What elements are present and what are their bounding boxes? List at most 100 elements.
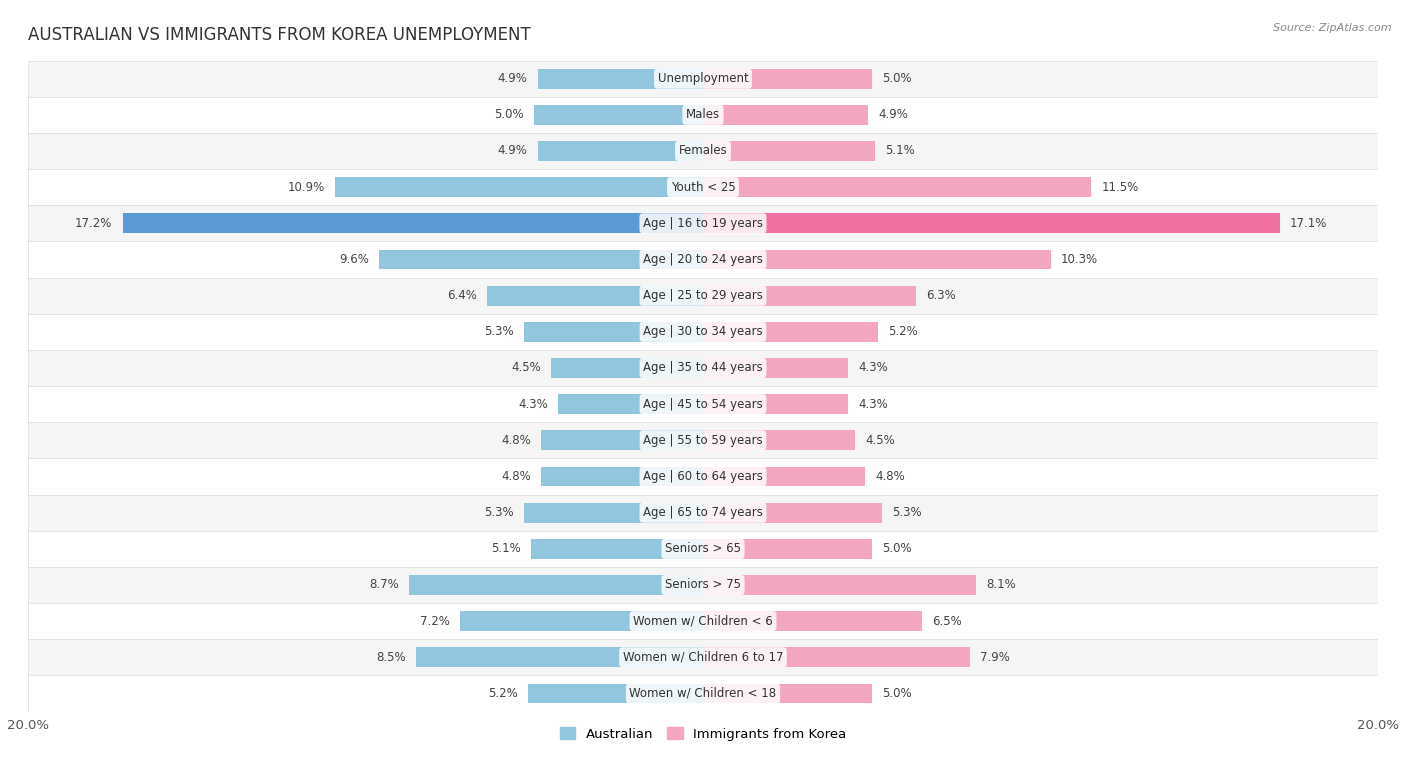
Bar [703, 322, 879, 341]
Text: 17.1%: 17.1% [1291, 217, 1327, 230]
Bar [335, 177, 703, 197]
Bar [703, 358, 848, 378]
Text: 5.0%: 5.0% [882, 687, 911, 700]
Bar [28, 205, 1378, 241]
Text: Unemployment: Unemployment [658, 72, 748, 85]
Bar [28, 639, 1378, 675]
Text: 4.5%: 4.5% [512, 362, 541, 375]
Text: 4.9%: 4.9% [879, 108, 908, 121]
Text: 4.5%: 4.5% [865, 434, 894, 447]
Text: Women w/ Children < 6: Women w/ Children < 6 [633, 615, 773, 628]
Text: Age | 30 to 34 years: Age | 30 to 34 years [643, 326, 763, 338]
Bar [703, 431, 855, 450]
Bar [28, 459, 1378, 494]
Text: Age | 45 to 54 years: Age | 45 to 54 years [643, 397, 763, 410]
Text: 11.5%: 11.5% [1101, 181, 1139, 194]
Text: Source: ZipAtlas.com: Source: ZipAtlas.com [1274, 23, 1392, 33]
Text: Youth < 25: Youth < 25 [671, 181, 735, 194]
Bar [524, 322, 703, 341]
Text: 7.2%: 7.2% [420, 615, 450, 628]
Text: 6.3%: 6.3% [925, 289, 956, 302]
Bar [28, 313, 1378, 350]
Bar [551, 358, 703, 378]
Bar [703, 213, 1279, 233]
Bar [703, 466, 865, 487]
Legend: Australian, Immigrants from Korea: Australian, Immigrants from Korea [560, 727, 846, 741]
Text: 5.0%: 5.0% [882, 542, 911, 556]
Bar [416, 647, 703, 667]
Bar [28, 386, 1378, 422]
Bar [703, 177, 1091, 197]
Bar [703, 575, 976, 595]
Bar [541, 466, 703, 487]
Text: 8.5%: 8.5% [377, 651, 406, 664]
Bar [524, 503, 703, 522]
Bar [537, 141, 703, 161]
Bar [28, 61, 1378, 97]
Text: 4.3%: 4.3% [517, 397, 548, 410]
Bar [380, 250, 703, 269]
Text: 17.2%: 17.2% [75, 217, 112, 230]
Bar [28, 603, 1378, 639]
Text: 10.3%: 10.3% [1060, 253, 1098, 266]
Text: 5.3%: 5.3% [485, 506, 515, 519]
Bar [28, 422, 1378, 459]
Text: 5.1%: 5.1% [491, 542, 520, 556]
Text: 5.2%: 5.2% [488, 687, 517, 700]
Text: Females: Females [679, 145, 727, 157]
Bar [703, 503, 882, 522]
Bar [703, 285, 915, 306]
Text: 4.9%: 4.9% [498, 145, 527, 157]
Text: 8.7%: 8.7% [370, 578, 399, 591]
Text: AUSTRALIAN VS IMMIGRANTS FROM KOREA UNEMPLOYMENT: AUSTRALIAN VS IMMIGRANTS FROM KOREA UNEM… [28, 26, 531, 44]
Text: 9.6%: 9.6% [339, 253, 368, 266]
Text: 5.0%: 5.0% [882, 72, 911, 85]
Bar [703, 611, 922, 631]
Bar [28, 675, 1378, 712]
Text: Age | 35 to 44 years: Age | 35 to 44 years [643, 362, 763, 375]
Text: 4.3%: 4.3% [858, 397, 889, 410]
Text: 6.5%: 6.5% [932, 615, 962, 628]
Bar [409, 575, 703, 595]
Text: Women w/ Children < 18: Women w/ Children < 18 [630, 687, 776, 700]
Text: Age | 20 to 24 years: Age | 20 to 24 years [643, 253, 763, 266]
Text: 4.8%: 4.8% [501, 470, 531, 483]
Text: 5.1%: 5.1% [886, 145, 915, 157]
Bar [28, 531, 1378, 567]
Text: 10.9%: 10.9% [288, 181, 325, 194]
Bar [558, 394, 703, 414]
Text: 5.3%: 5.3% [891, 506, 921, 519]
Text: 5.2%: 5.2% [889, 326, 918, 338]
Bar [703, 684, 872, 703]
Bar [460, 611, 703, 631]
Bar [28, 350, 1378, 386]
Bar [28, 278, 1378, 313]
Bar [28, 169, 1378, 205]
Bar [28, 241, 1378, 278]
Bar [703, 394, 848, 414]
Bar [703, 69, 872, 89]
Text: Age | 60 to 64 years: Age | 60 to 64 years [643, 470, 763, 483]
Bar [541, 431, 703, 450]
Text: Seniors > 75: Seniors > 75 [665, 578, 741, 591]
Text: Age | 65 to 74 years: Age | 65 to 74 years [643, 506, 763, 519]
Bar [531, 539, 703, 559]
Bar [534, 105, 703, 125]
Bar [527, 684, 703, 703]
Bar [703, 647, 970, 667]
Text: 7.9%: 7.9% [980, 651, 1010, 664]
Bar [122, 213, 703, 233]
Text: 5.0%: 5.0% [495, 108, 524, 121]
Text: Age | 55 to 59 years: Age | 55 to 59 years [643, 434, 763, 447]
Text: 5.3%: 5.3% [485, 326, 515, 338]
Text: Age | 16 to 19 years: Age | 16 to 19 years [643, 217, 763, 230]
Bar [486, 285, 703, 306]
Text: Women w/ Children 6 to 17: Women w/ Children 6 to 17 [623, 651, 783, 664]
Bar [28, 97, 1378, 133]
Bar [703, 539, 872, 559]
Bar [28, 133, 1378, 169]
Text: 4.9%: 4.9% [498, 72, 527, 85]
Text: 4.8%: 4.8% [501, 434, 531, 447]
Bar [703, 141, 875, 161]
Text: 4.8%: 4.8% [875, 470, 905, 483]
